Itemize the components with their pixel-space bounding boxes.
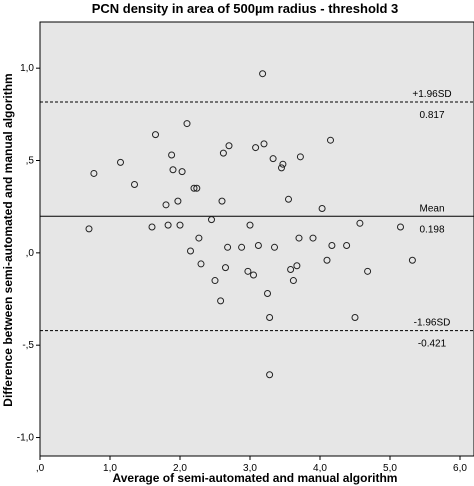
data-point <box>328 241 336 249</box>
data-point <box>408 256 416 264</box>
data-point <box>323 256 331 264</box>
data-point <box>174 197 182 205</box>
data-point <box>117 158 124 166</box>
data-point <box>152 131 159 139</box>
data-point <box>254 241 262 249</box>
reference-line-value: 0.198 <box>419 224 444 235</box>
x-tick-label: 4,0 <box>313 463 327 474</box>
data-point <box>164 221 172 229</box>
data-point <box>169 166 177 174</box>
data-point <box>238 243 246 251</box>
reference-line-value: -0.421 <box>418 339 447 350</box>
data-point <box>90 169 98 177</box>
reference-line-name: -1.96SD <box>414 318 451 329</box>
x-tick-label: 1,0 <box>103 463 117 474</box>
y-tick-label: ,5 <box>26 156 35 167</box>
x-axis-ticks: ,0 1,0 2,0 3,0 4,0 5,0 6,0 <box>36 456 467 474</box>
x-axis-label: Average of semi-automated and manual alg… <box>113 471 398 485</box>
reference-line-name: Mean <box>419 203 444 214</box>
reference-line-name: +1.96SD <box>412 89 451 100</box>
x-tick-label: 6,0 <box>453 463 467 474</box>
data-point <box>364 267 372 275</box>
x-tick-label: 3,0 <box>243 463 257 474</box>
data-point <box>162 201 170 209</box>
reference-line-labels: +1.96SD 0.817 Mean 0.198 -1.96SD -0.421 <box>412 89 451 350</box>
data-point <box>259 70 267 78</box>
data-point <box>318 205 326 213</box>
data-point <box>266 371 274 379</box>
data-point <box>148 223 156 231</box>
data-point <box>397 223 404 231</box>
data-point <box>224 243 232 251</box>
data-point <box>250 271 257 279</box>
data-point <box>222 264 229 272</box>
data-point <box>190 184 198 192</box>
x-tick-label: ,0 <box>36 463 45 474</box>
data-point <box>208 216 215 224</box>
y-tick-label: ,0 <box>26 248 35 259</box>
chart-title: PCN density in area of 500µm radius - th… <box>92 1 399 16</box>
data-point <box>278 164 285 172</box>
data-point <box>85 225 93 233</box>
data-point <box>178 168 186 176</box>
data-point <box>197 260 205 268</box>
x-tick-label: 2,0 <box>173 463 187 474</box>
data-point <box>131 181 138 189</box>
y-tick-label: -1,0 <box>17 433 35 444</box>
data-point <box>269 155 277 163</box>
data-point <box>351 313 359 321</box>
data-point <box>266 313 274 321</box>
data-point <box>289 277 297 285</box>
y-tick-label: -,5 <box>22 340 34 351</box>
plot-area <box>39 21 474 457</box>
data-point <box>260 140 268 148</box>
data-point <box>195 234 203 242</box>
data-point <box>285 195 292 203</box>
data-point <box>295 234 303 242</box>
data-point <box>309 234 317 242</box>
data-point <box>168 151 176 159</box>
data-point <box>244 267 252 275</box>
data-point <box>264 289 271 297</box>
data-point <box>211 277 219 285</box>
data-point <box>183 120 191 128</box>
data-point <box>219 149 227 157</box>
data-point <box>279 160 287 168</box>
data-point <box>187 247 194 255</box>
x-tick-label: 5,0 <box>383 463 397 474</box>
data-point <box>293 262 301 270</box>
data-point <box>296 153 304 161</box>
reference-lines <box>40 101 474 332</box>
data-point <box>271 243 278 251</box>
data-point <box>225 142 233 150</box>
y-axis-ticks: -1,0 -,5 ,0 ,5 1,0 <box>17 63 40 444</box>
y-tick-label: 1,0 <box>20 63 34 74</box>
data-point <box>252 144 260 152</box>
reference-line-value: 0.817 <box>419 110 444 121</box>
data-point <box>246 221 254 229</box>
data-point <box>176 221 184 229</box>
data-point <box>343 241 351 249</box>
data-point <box>193 184 201 192</box>
data-point <box>217 297 225 305</box>
data-points <box>85 70 416 379</box>
data-point <box>327 136 334 144</box>
data-point <box>356 219 364 227</box>
data-point <box>287 265 295 273</box>
y-axis-label: Difference between semi-automated and ma… <box>1 73 15 406</box>
data-point <box>218 197 226 205</box>
